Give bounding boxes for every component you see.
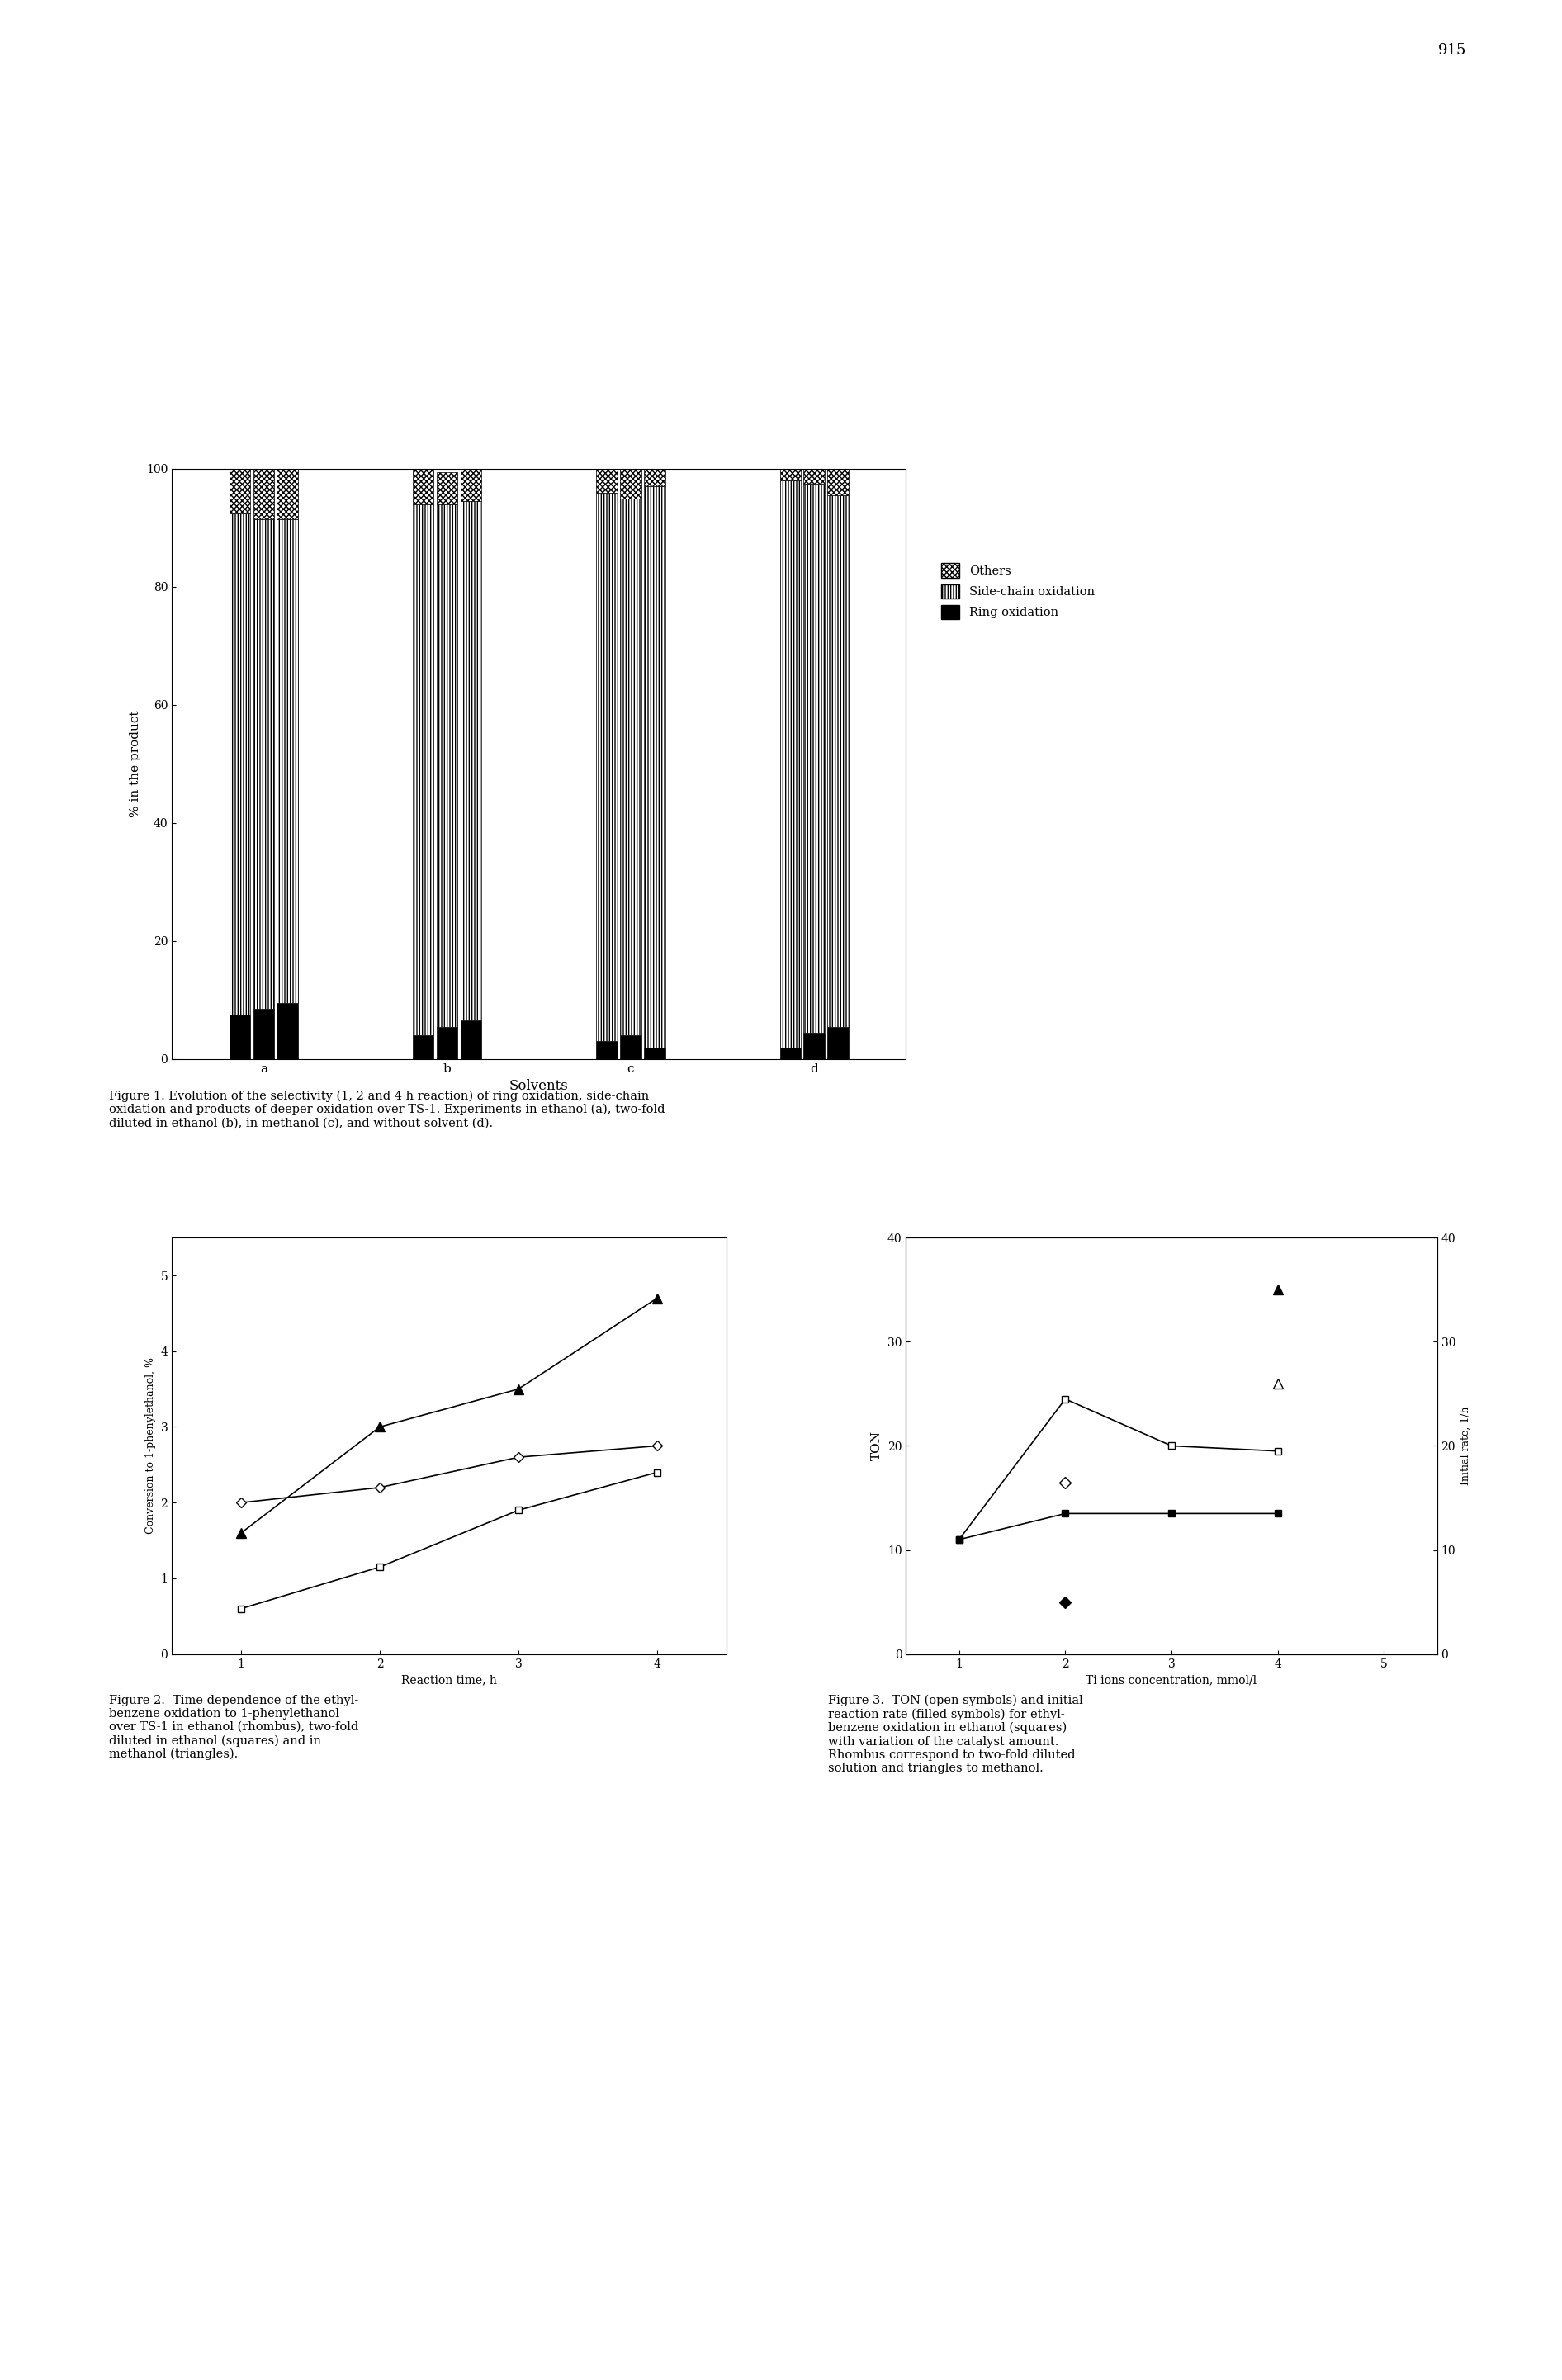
X-axis label: Solvents: Solvents bbox=[509, 1078, 569, 1092]
X-axis label: Ti ions concentration, mmol/l: Ti ions concentration, mmol/l bbox=[1086, 1673, 1257, 1685]
Bar bbox=[620, 1035, 640, 1059]
Text: Figure 2.  Time dependence of the ethyl-
benzene oxidation to 1-phenylethanol
ov: Figure 2. Time dependence of the ethyl- … bbox=[109, 1695, 359, 1761]
Bar bbox=[620, 497, 640, 1035]
Bar bbox=[779, 469, 801, 481]
Y-axis label: TON: TON bbox=[872, 1430, 883, 1461]
Bar bbox=[276, 1002, 298, 1059]
Bar bbox=[276, 519, 298, 1002]
Bar bbox=[253, 469, 273, 519]
Bar bbox=[230, 469, 250, 514]
Y-axis label: % in the product: % in the product bbox=[130, 712, 142, 816]
Bar bbox=[804, 469, 825, 483]
Bar bbox=[437, 471, 458, 505]
Bar bbox=[779, 1047, 801, 1059]
Y-axis label: Initial rate, 1/h: Initial rate, 1/h bbox=[1460, 1407, 1471, 1485]
Bar bbox=[828, 469, 848, 495]
Bar bbox=[804, 483, 825, 1033]
Bar bbox=[253, 1009, 273, 1059]
Bar bbox=[461, 502, 481, 1021]
Text: Figure 3.  TON (open symbols) and initial
reaction rate (filled symbols) for eth: Figure 3. TON (open symbols) and initial… bbox=[828, 1695, 1082, 1773]
Bar bbox=[230, 1014, 250, 1059]
Bar bbox=[828, 495, 848, 1026]
Bar bbox=[597, 469, 617, 493]
Bar bbox=[461, 1021, 481, 1059]
Bar bbox=[230, 514, 250, 1014]
Text: 915: 915 bbox=[1439, 43, 1467, 57]
Bar bbox=[437, 505, 458, 1026]
Text: Figure 1. Evolution of the selectivity (1, 2 and 4 h reaction) of ring oxidation: Figure 1. Evolution of the selectivity (… bbox=[109, 1090, 665, 1128]
Bar bbox=[597, 493, 617, 1042]
Bar bbox=[828, 1026, 848, 1059]
Bar bbox=[412, 469, 434, 505]
Bar bbox=[276, 469, 298, 519]
Bar bbox=[461, 469, 481, 502]
Bar bbox=[779, 481, 801, 1047]
Bar bbox=[412, 505, 434, 1035]
Bar bbox=[644, 486, 665, 1047]
Bar bbox=[597, 1042, 617, 1059]
X-axis label: Reaction time, h: Reaction time, h bbox=[401, 1673, 497, 1685]
Bar bbox=[644, 1047, 665, 1059]
Bar bbox=[253, 519, 273, 1009]
Bar bbox=[644, 469, 665, 486]
Y-axis label: Conversion to 1-phenylethanol, %: Conversion to 1-phenylethanol, % bbox=[145, 1357, 156, 1535]
Bar bbox=[804, 1033, 825, 1059]
Legend: Others, Side-chain oxidation, Ring oxidation: Others, Side-chain oxidation, Ring oxida… bbox=[942, 564, 1095, 619]
Bar bbox=[412, 1035, 434, 1059]
Bar bbox=[620, 469, 640, 497]
Bar bbox=[437, 1026, 458, 1059]
